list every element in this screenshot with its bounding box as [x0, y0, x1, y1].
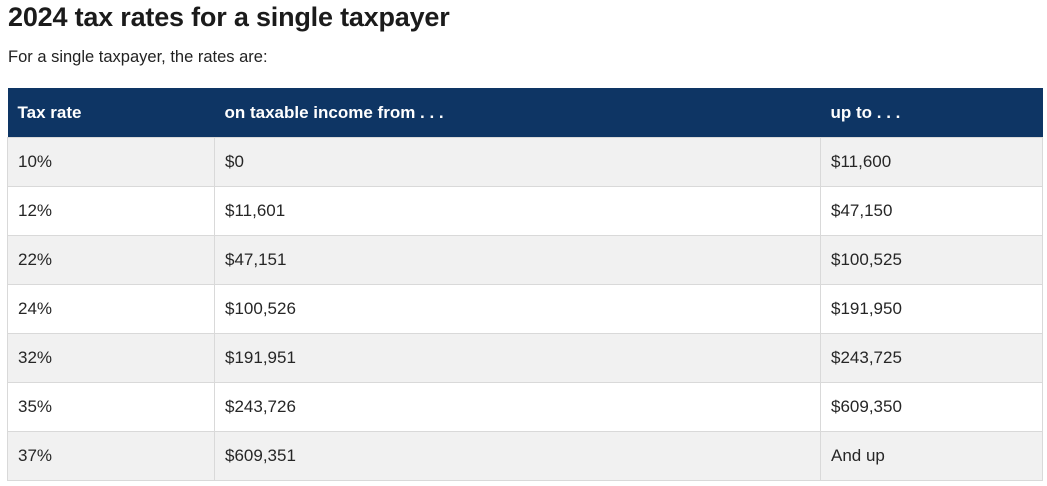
- cell-from: $0: [214, 137, 821, 188]
- cell-rate: 24%: [7, 284, 215, 335]
- cell-from: $47,151: [214, 235, 821, 286]
- table-row: 10% $0 $11,600: [7, 137, 1043, 188]
- cell-to: $11,600: [820, 137, 1043, 188]
- column-header-income-from: on taxable income from . . .: [214, 88, 821, 138]
- table-header-row: Tax rate on taxable income from . . . up…: [7, 88, 1043, 138]
- cell-to: $100,525: [820, 235, 1043, 286]
- cell-from: $609,351: [214, 431, 821, 482]
- cell-rate: 37%: [7, 431, 215, 482]
- table-row: 24% $100,526 $191,950: [7, 284, 1043, 335]
- cell-rate: 35%: [7, 382, 215, 433]
- cell-rate: 22%: [7, 235, 215, 286]
- page-title: 2024 tax rates for a single taxpayer: [8, 2, 450, 32]
- cell-rate: 32%: [7, 333, 215, 384]
- cell-to: $609,350: [820, 382, 1043, 433]
- cell-to: $243,725: [820, 333, 1043, 384]
- table-row: 12% $11,601 $47,150: [7, 186, 1043, 237]
- cell-to: $191,950: [820, 284, 1043, 335]
- cell-from: $191,951: [214, 333, 821, 384]
- table-row: 35% $243,726 $609,350: [7, 382, 1043, 433]
- table-row: 37% $609,351 And up: [7, 431, 1043, 482]
- page-subtitle: For a single taxpayer, the rates are:: [8, 48, 268, 67]
- cell-rate: 10%: [7, 137, 215, 188]
- cell-from: $100,526: [214, 284, 821, 335]
- table-row: 22% $47,151 $100,525: [7, 235, 1043, 286]
- cell-to: $47,150: [820, 186, 1043, 237]
- column-header-up-to: up to . . .: [820, 88, 1043, 138]
- cell-to: And up: [820, 431, 1043, 482]
- cell-from: $11,601: [214, 186, 821, 237]
- cell-rate: 12%: [7, 186, 215, 237]
- table-body: 10% $0 $11,600 12% $11,601 $47,150 22% $47,151 $…: [7, 137, 1043, 482]
- column-header-tax-rate: Tax rate: [7, 88, 215, 138]
- table-row: 32% $191,951 $243,725: [7, 333, 1043, 384]
- cell-from: $243,726: [214, 382, 821, 433]
- tax-rates-table: Tax rate on taxable income from . . . up…: [7, 88, 1043, 482]
